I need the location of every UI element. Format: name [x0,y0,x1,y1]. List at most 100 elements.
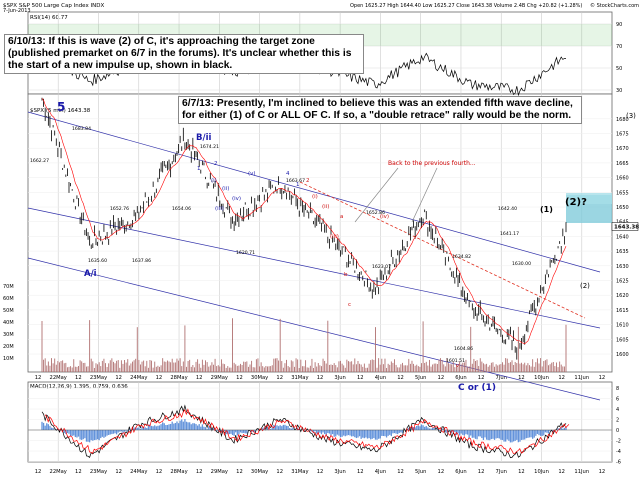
macd-tick-label: -6 [616,460,621,466]
price-note-label: 1630.00 [512,261,531,267]
x-tick-label-bottom: 3Jun [334,469,345,475]
wave-label-small: (ii) [222,186,229,192]
rsi-tick-label: 70 [616,44,622,50]
x-tick-label: 22May [50,375,67,381]
wave-label-2-black: (2) [580,282,590,290]
x-tick-label-bottom: 12 [276,469,283,475]
x-tick-label-bottom: 12 [558,469,565,475]
x-tick-label: 12 [317,375,324,381]
x-tick-label-bottom: 22May [50,469,67,475]
x-tick-label-bottom: 12 [317,469,324,475]
rsi-tick-label: 90 [616,22,622,28]
wave-label-small: a [340,214,343,220]
macd-signal-line [44,408,570,454]
price-note-label: 1683.84 [72,126,91,132]
wave-label-small: (v) [248,171,256,177]
x-tick-label-bottom: 12 [236,469,243,475]
price-note-label: 1604.86 [454,346,473,352]
price-tick-label: 1680 [616,117,629,123]
x-tick-label-bottom: 12 [75,469,82,475]
last-price-tag: 1643.38 [614,224,639,230]
wave-label-small: (i) [312,194,318,200]
x-tick-label: 12 [156,375,163,381]
last-price-tag-box [611,222,639,231]
wave-label-small: (iii) [330,234,339,240]
trendline-lower [27,257,601,401]
x-tick-label: 12 [196,375,203,381]
price-tick-label: 1655 [616,190,629,196]
header-title: $SPX S&P 500 Large Cap Index INDX [3,3,104,9]
red-dashed-line [299,181,586,319]
x-tick-label: 12 [518,375,525,381]
price-tick-label: 1625 [616,279,629,285]
x-tick-label: 12 [236,375,243,381]
header-credit: © StockCharts.com [590,2,639,9]
x-tick-label: 12 [558,375,565,381]
back-to-fourth-label: Back to the previous fourth... [388,160,476,167]
wave-label-small: (iv) [380,214,389,220]
x-tick-label: 12 [115,375,122,381]
panel-price [27,93,613,373]
x-tick-label: 28May [170,375,187,381]
price-note-label: 1641.17 [500,231,519,237]
x-tick-label-bottom: 6Jun [455,469,466,475]
price-note-label: 1620.71 [236,250,255,256]
x-tick-label-bottom: 4Jun [375,469,386,475]
wave-label-small: (iv) [232,196,241,202]
wave-label-a-i: A/i [84,269,97,279]
x-tick-label-bottom: 12 [35,469,42,475]
x-tick-label-bottom: 23May [90,469,107,475]
wave-label-small: 1 [296,182,300,188]
annotation-6-7: 6/7/13: Presently, I'm inclined to belie… [178,96,582,124]
x-tick-label-bottom: 12 [397,469,404,475]
x-tick-label: 12 [357,375,364,381]
price-note-label: 1674.21 [200,144,219,150]
price-tick-label: 1640 [616,234,629,240]
price-note-label: 1662.27 [30,158,49,164]
x-tick-label: 12 [599,375,606,381]
price-tick-label: 1670 [616,146,629,152]
wave-label-small: 2 [306,178,310,184]
price-tick-label: 1610 [616,323,629,329]
x-tick-label-bottom: 30May [251,469,268,475]
header-ohlc: Open 1625.27 High 1644.40 Low 1625.27 Cl… [350,3,582,9]
x-tick-label-bottom: 12 [196,469,203,475]
macd-tick-label: 8 [616,386,619,392]
x-tick-label: 12 [478,375,485,381]
volume-tick-label: 30M [3,332,14,338]
price-legend: $SPX (5 min) 1643.38 [30,108,91,114]
panel-macd [27,381,613,463]
macd-tick-label: 6 [616,397,619,403]
x-tick-label: 4Jun [375,375,386,381]
x-tick-label: 30May [251,375,268,381]
pointer-line-2 [411,167,438,223]
volume-tick-label: 10M [3,356,14,362]
wave-label-small: (i) [211,178,217,184]
price-tick-label: 1605 [616,337,629,343]
target-zone-upper [566,193,612,204]
x-tick-label: 3Jun [334,375,345,381]
moving-average-line [41,98,567,345]
x-tick-label-bottom: 11Jun [574,469,589,475]
trendline-upper [27,111,601,273]
x-tick-label-bottom: 12 [438,469,445,475]
pointer-line-1 [354,167,399,223]
x-tick-label: 24May [130,375,147,381]
x-tick-label-bottom: 12 [599,469,606,475]
price-note-label: 1652.86 [366,210,385,216]
price-note-label: 1637.86 [132,258,151,264]
x-tick-label: 10Jun [534,375,549,381]
x-tick-label: 12 [397,375,404,381]
macd-tick-label: -2 [616,439,621,445]
x-tick-label-bottom: 12 [478,469,485,475]
price-tick-label: 1665 [616,161,629,167]
x-tick-label-bottom: 24May [130,469,147,475]
price-tick-label: 1660 [616,176,629,182]
price-tick-label: 1630 [616,264,629,270]
wave-label-5: 5 [57,100,65,114]
volume-tick-label: 50M [3,308,14,314]
x-tick-label-bottom: 31May [291,469,308,475]
volume-tick-label: 70M [3,284,14,290]
rsi-tick-label: 30 [616,88,622,94]
wave-label-c-or-1: C or (1) [458,383,496,393]
